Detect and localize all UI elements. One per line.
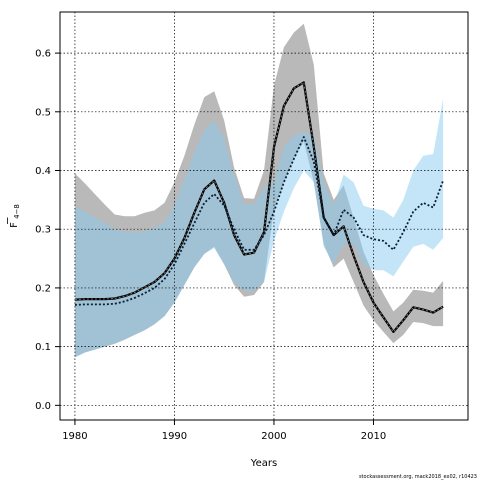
x-tick-label: 1980 bbox=[62, 431, 87, 442]
y-tick-label: 0.4 bbox=[35, 166, 51, 177]
y-tick-label: 0.5 bbox=[35, 107, 51, 118]
x-tick-label: 2010 bbox=[361, 431, 386, 442]
y-axis-title-main: F bbox=[9, 222, 20, 228]
plot-frame bbox=[59, 11, 469, 421]
x-axis: 1980 1990 2000 2010 bbox=[62, 420, 386, 442]
y-axis-title: F 4−8 bbox=[7, 204, 21, 228]
grid bbox=[60, 12, 468, 420]
y-tick-label: 0.6 bbox=[35, 49, 51, 60]
y-axis-title-subscript: 4−8 bbox=[13, 204, 21, 219]
x-tick-label: 2000 bbox=[261, 431, 286, 442]
svg-text:F 4−8: F 4−8 bbox=[9, 204, 21, 228]
series-lines bbox=[74, 81, 444, 333]
y-axis: 0.0 0.1 0.2 0.3 0.4 0.5 0.6 bbox=[35, 49, 60, 412]
y-tick-label: 0.1 bbox=[35, 342, 51, 353]
x-axis-title: Years bbox=[250, 458, 277, 469]
confidence-band-2 bbox=[74, 98, 444, 358]
y-tick-label: 0.2 bbox=[35, 283, 51, 294]
y-tick-label: 0.0 bbox=[35, 401, 51, 412]
confidence-bands bbox=[74, 23, 444, 358]
footnote: stockassessment.org, mack2018_ex02, r104… bbox=[359, 474, 477, 480]
series-line-1-dash bbox=[74, 81, 444, 333]
y-tick-label: 0.3 bbox=[35, 225, 51, 236]
x-tick-label: 1990 bbox=[162, 431, 187, 442]
